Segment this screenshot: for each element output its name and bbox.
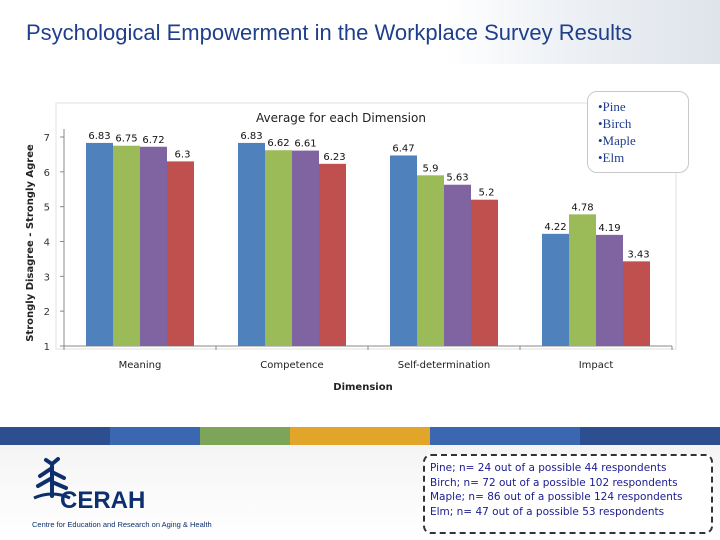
- bar-elm: [167, 161, 194, 346]
- bar-maple: [140, 146, 167, 346]
- data-label: 6.47: [392, 143, 414, 154]
- bar-birch: [113, 145, 140, 346]
- bar-elm: [319, 163, 346, 346]
- data-label: 5.2: [479, 188, 495, 199]
- footer-stripe: [0, 427, 720, 445]
- data-label: 4.19: [598, 223, 620, 234]
- data-label: 4.78: [571, 202, 593, 213]
- bar-maple: [596, 234, 623, 346]
- data-label: 6.83: [88, 131, 110, 142]
- plot-frame: [55, 102, 677, 350]
- logo-tagline: Centre for Education and Research on Agi…: [32, 520, 212, 529]
- legend-item-maple: •Maple: [598, 133, 636, 148]
- x-category-label: Self-determination: [398, 360, 491, 371]
- legend-item-pine: •Pine: [598, 99, 626, 114]
- y-tick-label: 1: [44, 342, 50, 353]
- y-tick-label: 7: [44, 133, 50, 144]
- bar-maple: [292, 150, 319, 346]
- data-label: 6.23: [323, 152, 345, 163]
- y-tick-label: 4: [44, 238, 50, 249]
- bar-pine: [542, 233, 569, 346]
- y-tick-label: 3: [44, 272, 50, 283]
- bar-birch: [569, 214, 596, 346]
- slide-title: Psychological Empowerment in the Workpla…: [26, 20, 633, 45]
- note-pine: Pine; n= 24 out of a possible 44 respond…: [430, 462, 667, 474]
- bar-birch: [265, 150, 292, 346]
- stripe-segment: [0, 427, 110, 445]
- y-tick-label: 6: [44, 168, 50, 179]
- data-label: 6.61: [294, 139, 316, 150]
- bar-elm: [471, 199, 498, 346]
- stripe-segment: [200, 427, 290, 445]
- bar-pine: [390, 155, 417, 346]
- data-label: 3.43: [627, 249, 649, 260]
- x-category-label: Competence: [260, 360, 323, 371]
- chart-title: Average for each Dimension: [256, 111, 426, 125]
- x-category-label: Meaning: [119, 360, 162, 371]
- y-tick-label: 5: [44, 203, 50, 214]
- data-label: 6.3: [175, 149, 191, 160]
- legend-item-elm: •Elm: [598, 150, 625, 165]
- bar-birch: [417, 175, 444, 346]
- y-axis-title: Strongly Disagree - Strongly Agree: [25, 144, 36, 342]
- data-label: 6.75: [115, 134, 137, 145]
- x-axis-title: Dimension: [333, 382, 392, 393]
- legend: •Pine •Birch •Maple •Elm: [587, 91, 689, 173]
- data-label: 6.72: [142, 135, 164, 146]
- bar-pine: [86, 142, 113, 346]
- cerah-logo-tree-icon: [33, 457, 71, 500]
- bar-maple: [444, 184, 471, 346]
- data-label: 5.63: [446, 173, 468, 184]
- stripe-segment: [110, 427, 200, 445]
- bar-chart: 1 2 3 4 5 6 7 Average for each Dimension Strongl…: [25, 102, 677, 393]
- respondent-notes-box: Pine; n= 24 out of a possible 44 respond…: [423, 454, 713, 534]
- data-label: 6.62: [267, 138, 289, 149]
- note-birch: Birch; n= 72 out of a possible 102 respo…: [430, 476, 678, 489]
- bar-pine: [238, 142, 265, 346]
- x-category-label: Impact: [579, 360, 614, 371]
- title-band: [0, 0, 720, 64]
- bar-elm: [623, 261, 650, 346]
- stripe-segment: [290, 427, 430, 445]
- stripe-segment: [580, 427, 720, 445]
- data-label: 5.9: [423, 163, 439, 174]
- stripe-segment: [430, 427, 580, 445]
- legend-item-birch: •Birch: [598, 116, 632, 131]
- note-maple: Maple; n= 86 out of a possible 124 respo…: [430, 491, 683, 503]
- y-tick-label: 2: [44, 307, 50, 318]
- note-elm: Elm; n= 47 out of a possible 53 responde…: [430, 505, 665, 518]
- data-label: 4.22: [544, 222, 566, 233]
- data-label: 6.83: [240, 131, 262, 142]
- logo-name: CERAH: [60, 487, 146, 514]
